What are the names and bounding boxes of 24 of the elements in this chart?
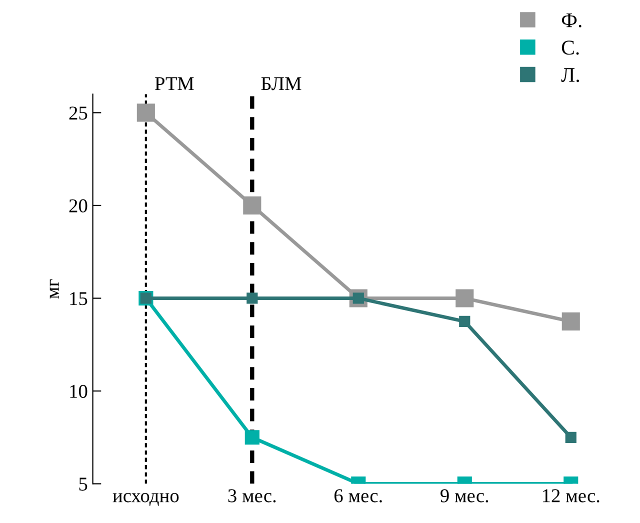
legend-label: Л. (561, 68, 579, 82)
point (244, 430, 260, 445)
point (243, 196, 262, 214)
x-tick-label: 9 мес. (440, 489, 488, 502)
point (459, 316, 470, 327)
y-tick-label: 10 (70, 384, 88, 398)
y-tick-label: 15 (70, 292, 88, 306)
point (562, 312, 580, 330)
y-axis-title: мг (50, 279, 59, 299)
y-tick-label: 25 (69, 106, 88, 120)
point (456, 289, 474, 308)
y-tick-label: 5 (79, 478, 88, 491)
x-tick-label: 3 мес. (228, 489, 276, 502)
x-tick-label: 6 мес. (334, 489, 382, 502)
legend-label: Ф. (562, 13, 582, 28)
ref-line-label: БЛМ (261, 77, 302, 90)
point (136, 104, 155, 122)
x-tick-label: 12 мес. (542, 489, 600, 502)
y-tick-label: 20 (69, 199, 88, 212)
legend-label: С. (562, 40, 579, 55)
point (246, 292, 258, 304)
ref-line-label: РТМ (154, 77, 194, 90)
point (565, 432, 576, 443)
x-tick-label: исходно (112, 492, 179, 506)
